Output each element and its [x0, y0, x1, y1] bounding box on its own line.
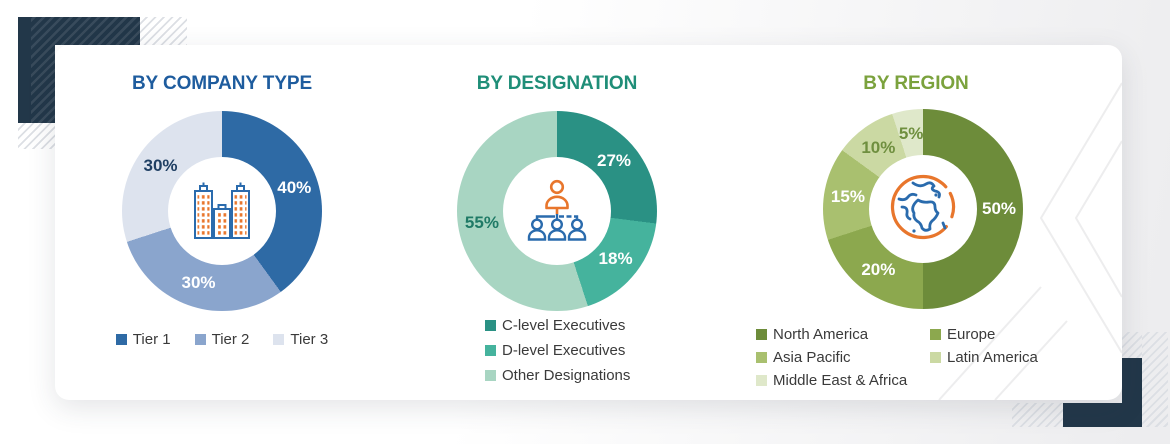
legend-item: D-level Executives: [485, 338, 630, 363]
corner-bracket-top-left-solid-edge: [18, 17, 31, 123]
legend-item: Latin America: [930, 346, 1038, 369]
legend-item: Middle East & Africa: [756, 369, 930, 392]
legend-item: Tier 2: [194, 331, 250, 348]
buildings-icon: [190, 176, 254, 247]
slice-label: 20%: [861, 260, 896, 280]
legend-marker: [115, 334, 127, 345]
legend-marker: [194, 334, 206, 345]
legend-item: North America: [756, 323, 930, 346]
legend-marker: [273, 334, 285, 345]
legend-label: D-level Executives: [502, 342, 626, 359]
slice-label: 15%: [830, 187, 865, 207]
designation-legend: C-level Executives D-level Executives Othe…: [485, 313, 630, 388]
company-type-donut-chart: 40% 30% 30%: [122, 111, 322, 311]
legend-item: Europe: [930, 323, 1038, 346]
chart-title-designation: BY DESIGNATION: [476, 73, 638, 94]
designation-donut-chart: 27% 18% 55%: [457, 111, 657, 311]
legend-label: C-level Executives: [502, 317, 626, 334]
slice-label: 50%: [981, 199, 1017, 218]
legend-marker: [485, 370, 496, 381]
slice-label: 30%: [181, 273, 216, 293]
corner-bracket-bottom-right: [1063, 403, 1142, 427]
legend-label: Other Designations: [502, 367, 631, 384]
slice-label: 55%: [464, 212, 499, 232]
hatch-pattern-bottom-right-right: [1142, 332, 1168, 427]
legend-marker: [930, 329, 941, 340]
legend-label: North America: [773, 326, 869, 343]
slice-label: 30%: [143, 156, 178, 176]
donut-hole: [869, 155, 977, 263]
legend-label: Middle East & Africa: [773, 372, 908, 389]
legend-marker: [756, 352, 767, 363]
slice-label: 10%: [861, 137, 896, 157]
hatch-pattern-top-left-right: [140, 17, 187, 45]
donut-hole: [168, 157, 276, 265]
legend-label: Europe: [947, 326, 996, 343]
legend-marker: [756, 329, 767, 340]
region-legend: North America Europe Asia Pacific Latin Ame…: [756, 323, 1038, 392]
legend-marker: [485, 320, 496, 331]
slice-label: 5%: [898, 123, 924, 143]
chart-title-region: BY REGION: [863, 73, 969, 94]
org-chart-icon: [525, 177, 589, 246]
legend-item: Tier 3: [273, 331, 328, 348]
legend-item: Asia Pacific: [756, 346, 930, 369]
globe-icon: [889, 173, 957, 246]
donut-hole: [503, 157, 611, 265]
slice-label: 27%: [596, 150, 632, 170]
legend-label: Asia Pacific: [773, 349, 851, 366]
hatch-pattern-bottom-right-top: [1122, 332, 1142, 358]
region-donut-chart: 50% 20% 15% 10% 5%: [823, 109, 1023, 309]
legend-marker: [756, 375, 767, 386]
chart-title-company-type: BY COMPANY TYPE: [131, 73, 313, 94]
legend-label: Tier 1: [132, 331, 171, 348]
legend-label: Tier 2: [211, 331, 250, 348]
legend-label: Latin America: [947, 349, 1038, 366]
legend-label: Tier 3: [290, 331, 329, 348]
charts-card: BY COMPANY TYPE BY DESIGNATION BY REGION: [55, 45, 1122, 400]
slice-label: 18%: [598, 249, 633, 269]
legend-item: C-level Executives: [485, 313, 630, 338]
slice-label: 40%: [277, 177, 312, 197]
legend-item: Tier 1: [115, 331, 171, 348]
company-type-legend: Tier 1 Tier 2 Tier 3: [97, 331, 347, 348]
hatch-pattern-top-left-bottom: [18, 123, 55, 149]
hatch-pattern-bottom-right-left: [1012, 403, 1063, 427]
legend-item: Other Designations: [485, 363, 630, 388]
legend-marker: [485, 345, 496, 356]
legend-marker: [930, 352, 941, 363]
